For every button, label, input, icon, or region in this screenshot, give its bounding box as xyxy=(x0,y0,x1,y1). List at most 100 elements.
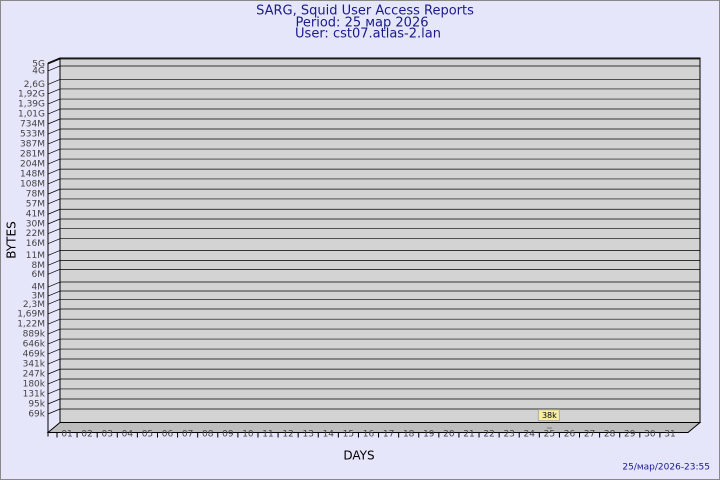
grid-line-side xyxy=(47,348,61,355)
chart-user: User: cst07.atlas-2.lan xyxy=(295,27,441,42)
grid-line xyxy=(47,318,700,325)
y-tick-label: 889k xyxy=(23,330,46,340)
y-tick-label: 1,39G xyxy=(18,100,45,110)
y-axis-depth xyxy=(47,57,61,64)
grid-line-side xyxy=(47,281,61,288)
grid-line-side xyxy=(47,228,61,235)
grid-line-side xyxy=(47,208,61,215)
x-axis-label: DAYS xyxy=(343,449,374,463)
y-tick-label: 341k xyxy=(23,360,46,370)
y-tick-label: 4M xyxy=(32,283,46,293)
value-label: 38k xyxy=(542,411,557,420)
grid-line-side xyxy=(47,338,61,345)
x-tick-label: 24 xyxy=(524,430,536,440)
x-tick-label: 11 xyxy=(262,430,273,440)
grid-line xyxy=(47,128,700,135)
y-tick-label: 734M xyxy=(20,120,45,130)
y-tick-label: 204M xyxy=(20,160,45,170)
y-tick-label: 8M xyxy=(32,261,46,271)
y-tick-label: 78M xyxy=(26,190,45,200)
grid-line xyxy=(47,338,700,345)
x-tick-label: 29 xyxy=(624,430,636,440)
grid-line-side xyxy=(47,250,61,256)
grid-line xyxy=(47,238,700,244)
grid-line-side xyxy=(47,398,61,405)
y-tick-label: 57M xyxy=(26,199,45,209)
grid-line xyxy=(47,228,700,235)
grid-line-side xyxy=(47,269,61,275)
grid-line xyxy=(47,250,700,256)
grid-line-side xyxy=(47,318,61,325)
grid-line-side xyxy=(47,79,61,85)
x-tick-label: 07 xyxy=(182,430,193,440)
y-tick-label: 180k xyxy=(23,380,46,390)
grid-line-side xyxy=(47,299,61,305)
x-tick-label: 31 xyxy=(664,430,675,440)
y-tick-label: 6M xyxy=(32,270,46,280)
grid-line-side xyxy=(47,138,61,145)
x-tick-label: 13 xyxy=(302,430,313,440)
grid-line-side xyxy=(47,198,61,205)
grid-line-side xyxy=(47,65,61,72)
grid-line-side xyxy=(47,260,61,266)
grid-line xyxy=(47,268,700,275)
x-tick-label: 27 xyxy=(584,430,595,440)
x-tick-label: 28 xyxy=(604,430,616,440)
grid-line xyxy=(47,281,700,288)
grid-line-side xyxy=(47,158,61,165)
y-tick-label: 533M xyxy=(20,130,45,140)
grid-line xyxy=(47,188,700,195)
grid-line xyxy=(47,408,700,415)
y-tick-label: 148M xyxy=(20,170,45,180)
grid-line xyxy=(47,388,700,395)
grid-line-side xyxy=(47,128,61,135)
y-tick-label: 387M xyxy=(20,140,45,150)
y-tick-label: 41M xyxy=(26,210,45,220)
y-tick-label: 646k xyxy=(23,340,46,350)
grid-line xyxy=(47,58,700,65)
y-tick-label: 4G xyxy=(32,66,45,76)
y-tick-label: 11M xyxy=(26,251,45,261)
y-tick-label: 469k xyxy=(23,350,46,360)
y-tick-label: 108M xyxy=(20,179,45,189)
grid-line-side xyxy=(47,108,61,115)
y-tick-label: 22M xyxy=(26,229,45,239)
chart-title: SARG, Squid User Access Reports xyxy=(256,4,474,19)
grid-line-side xyxy=(47,388,61,395)
grid-line xyxy=(47,178,700,185)
grid-line xyxy=(47,108,700,115)
y-tick-label: 2,6G xyxy=(24,80,45,90)
x-tick-label: 30 xyxy=(644,430,656,440)
x-tick-label: 26 xyxy=(564,430,576,440)
grid-line-side xyxy=(47,88,61,95)
grid-line-side xyxy=(47,118,61,125)
x-tick-label: 01 xyxy=(61,430,72,440)
timestamp: 25/мар/2026-23:55 xyxy=(622,463,710,473)
grid-line xyxy=(47,259,700,266)
y-tick-label: 1,01G xyxy=(18,110,45,120)
x-tick-label: 02 xyxy=(81,430,92,440)
grid-line xyxy=(47,328,700,335)
x-tick-label: 10 xyxy=(242,430,254,440)
grid-line xyxy=(47,208,700,215)
grid-line xyxy=(47,398,700,405)
x-tick-label: 12 xyxy=(282,430,293,440)
grid-line xyxy=(47,308,700,315)
y-tick-label: 5G xyxy=(32,60,45,70)
grid-line xyxy=(47,168,700,175)
grid-line xyxy=(47,158,700,165)
plot-wall xyxy=(59,57,701,423)
x-tick-label: 19 xyxy=(423,430,435,440)
chart-subtitle: Period: 25 мар 2026 xyxy=(296,16,429,31)
grid-line-side xyxy=(47,368,61,375)
grid-line xyxy=(47,88,700,95)
grid-line xyxy=(47,118,700,125)
y-tick-label: 131k xyxy=(23,389,46,399)
y-tick-label: 1,92G xyxy=(18,89,45,99)
grid-line xyxy=(47,98,700,105)
grid-line xyxy=(47,290,700,297)
grid-line xyxy=(47,198,700,205)
x-tick-label: 25 xyxy=(544,430,555,440)
x-tick-label: 08 xyxy=(202,430,214,440)
